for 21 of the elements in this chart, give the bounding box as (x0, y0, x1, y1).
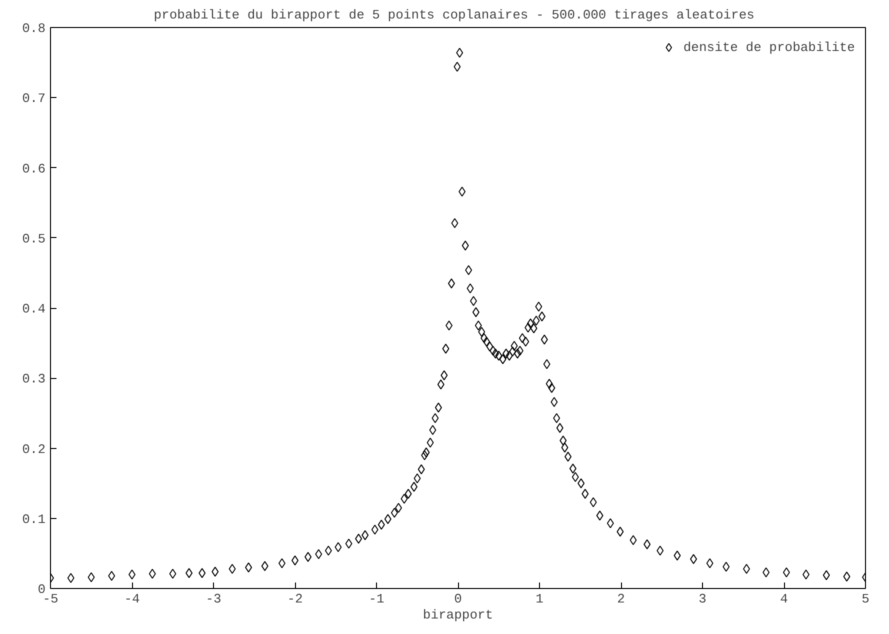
x-tick-label: -3 (206, 592, 222, 606)
x-tick-label: 3 (698, 592, 706, 606)
x-tick-label: 2 (617, 592, 625, 606)
x-tick-label: 1 (536, 592, 544, 606)
y-tick-label: 0.2 (22, 442, 46, 457)
x-axis-title: birapport (422, 608, 494, 622)
y-tick-label: 0.3 (22, 372, 46, 387)
y-tick-label: 0.5 (22, 231, 46, 246)
x-tick-label: -4 (124, 592, 140, 606)
legend-label: densite de probabilite (683, 40, 855, 54)
y-tick-label: 0.4 (22, 302, 46, 316)
y-tick-label: 0.1 (22, 512, 46, 527)
y-tick-label: 0.7 (22, 91, 46, 106)
x-tick-label: -1 (368, 592, 384, 606)
y-tick-label: 0.8 (22, 21, 46, 36)
x-tick-label: 4 (780, 592, 788, 606)
y-tick-label: 0.6 (22, 161, 46, 176)
x-tick-label: 0 (454, 592, 462, 606)
chart-title: probabilite du birapport de 5 points coplanaires - 500.000 tirages aleatoires (154, 8, 754, 22)
x-tick-label: 5 (862, 592, 870, 606)
x-tick-label: -2 (287, 592, 303, 606)
